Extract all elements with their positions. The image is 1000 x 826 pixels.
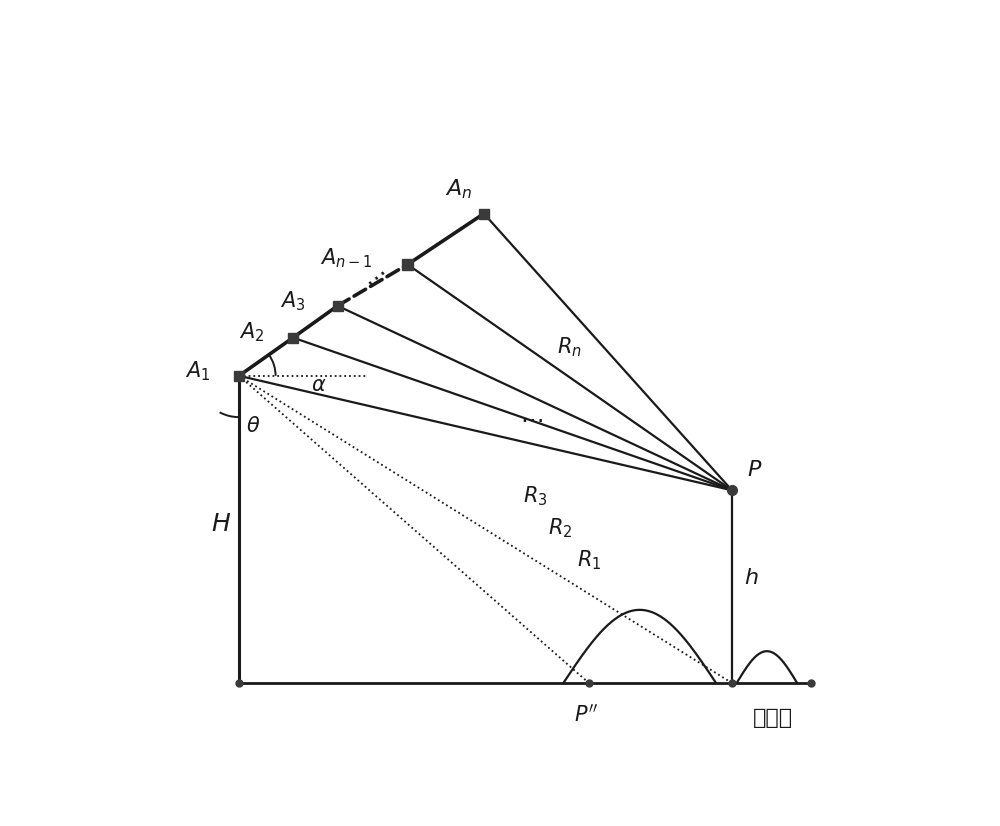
Text: $\theta$: $\theta$ xyxy=(246,416,260,437)
Polygon shape xyxy=(234,371,244,381)
Polygon shape xyxy=(479,208,489,219)
Polygon shape xyxy=(402,259,413,269)
Text: $A_{n-1}$: $A_{n-1}$ xyxy=(320,246,373,270)
Text: $R_3$: $R_3$ xyxy=(523,485,547,509)
Text: $R_1$: $R_1$ xyxy=(577,548,601,572)
Text: 地平面: 地平面 xyxy=(753,709,793,729)
Polygon shape xyxy=(333,301,343,311)
Text: $R_2$: $R_2$ xyxy=(548,516,572,540)
Polygon shape xyxy=(288,333,298,343)
Text: $A_1$: $A_1$ xyxy=(185,359,210,383)
Text: $R_n$: $R_n$ xyxy=(557,335,582,359)
Text: $P^{\prime\prime}$: $P^{\prime\prime}$ xyxy=(574,705,598,727)
Text: $\cdots$: $\cdots$ xyxy=(360,263,391,294)
Text: $P$: $P$ xyxy=(747,461,762,482)
Text: $\cdots$: $\cdots$ xyxy=(520,410,543,431)
Text: $H$: $H$ xyxy=(211,513,231,537)
Text: $\alpha$: $\alpha$ xyxy=(311,377,326,396)
Text: $A_3$: $A_3$ xyxy=(280,289,306,312)
Text: $h$: $h$ xyxy=(744,569,758,589)
Text: $A_n$: $A_n$ xyxy=(445,178,472,201)
Text: $A_2$: $A_2$ xyxy=(239,320,264,344)
